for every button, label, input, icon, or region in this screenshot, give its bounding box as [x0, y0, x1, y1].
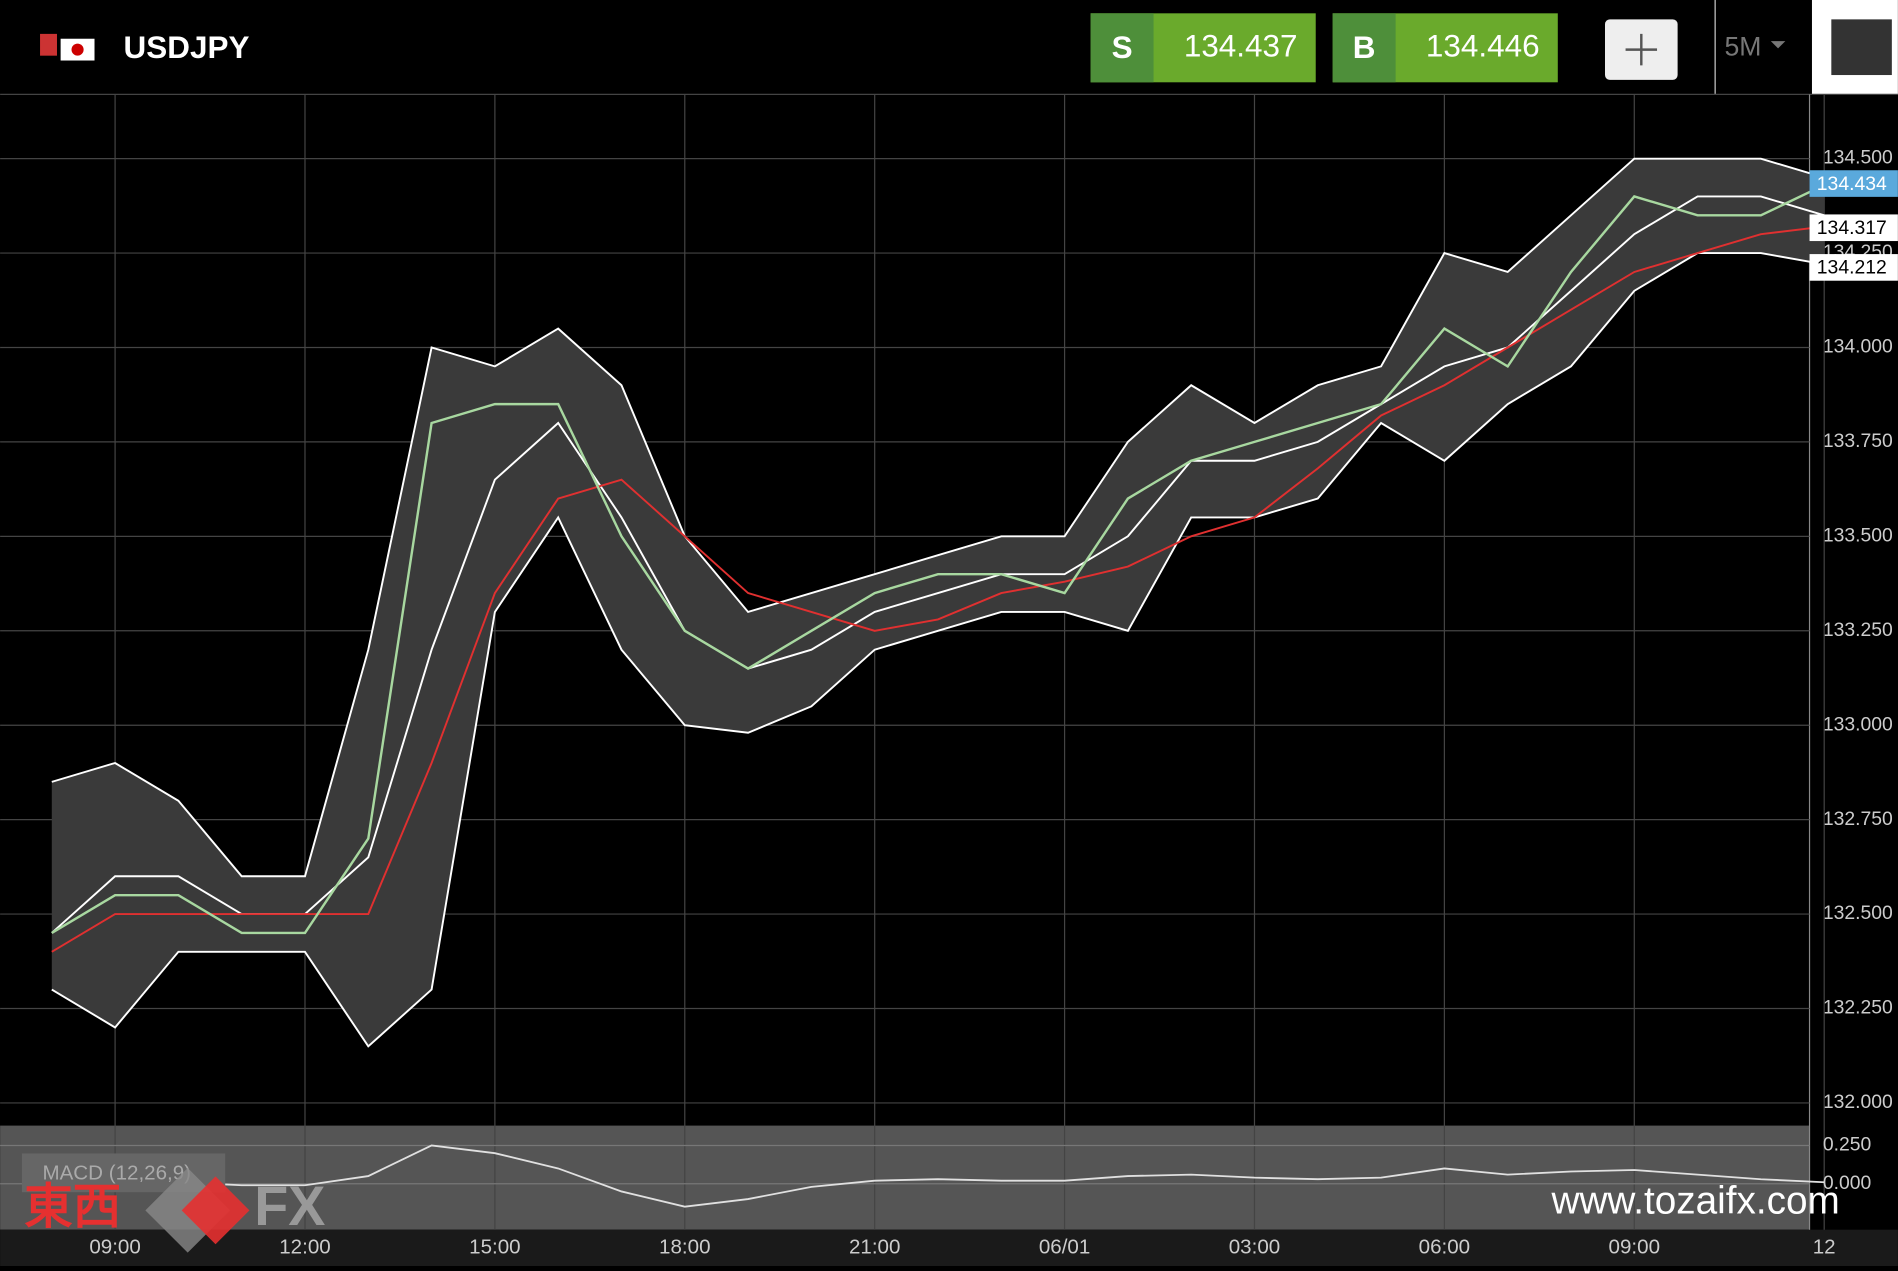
y-tick-label: 132.500: [1823, 902, 1893, 924]
price-marker-box: [1809, 170, 1898, 197]
sell-price: 134.437: [1184, 29, 1298, 64]
sell-label: S: [1112, 30, 1133, 65]
time-axis: [0, 1229, 1898, 1266]
timeframe[interactable]: 5M: [1724, 31, 1761, 61]
flag-jp-dot: [71, 43, 84, 56]
price-marker-label: 134.212: [1817, 257, 1887, 279]
indicator-line: [51, 195, 1825, 934]
x-tick-label: 03:00: [1229, 1235, 1280, 1258]
watermark-logo-left: 東西: [24, 1180, 121, 1234]
buy-tag: [1332, 13, 1396, 83]
y-tick-label: 134.500: [1823, 147, 1893, 169]
flag-us: [40, 33, 57, 56]
y-tick-label: 132.750: [1823, 808, 1893, 830]
y-tick-label: 134.000: [1823, 336, 1893, 358]
macd-tick-label: 0.250: [1823, 1134, 1872, 1156]
bollinger-band-fill: [51, 158, 1825, 1047]
y-tick-label: 132.250: [1823, 997, 1893, 1019]
x-tick-label: 09:00: [1609, 1235, 1660, 1258]
x-tick-label: 06/01: [1039, 1235, 1090, 1258]
macd-tick-label: 0.000: [1823, 1172, 1872, 1194]
price-marker-box: [1809, 214, 1898, 242]
crosshair-icon: [1625, 33, 1658, 66]
price-marker-label: 134.317: [1817, 217, 1887, 239]
header: USDJPY S 134.437 B 134.446 5M: [40, 0, 1898, 95]
x-tick-label: 18:00: [659, 1235, 710, 1258]
sell-tag: [1090, 13, 1154, 83]
plot: 134.434 134.317 134.212 MACD (12,26,9): [21, 157, 1898, 1208]
x-tick-label: 15:00: [469, 1235, 520, 1258]
price-marker-label: 134.434: [1817, 173, 1887, 195]
watermark: 東西 FX www.tozaifx.com: [24, 1167, 1840, 1253]
indicator-line: [51, 157, 1825, 878]
buy-label: B: [1353, 30, 1376, 65]
y-tick-label: 133.750: [1823, 430, 1893, 452]
x-tick-label: 12:00: [279, 1235, 330, 1258]
y-tick-label: 133.250: [1823, 619, 1893, 641]
x-tick-label: 21:00: [849, 1235, 900, 1258]
x-tick-label: 12: [1813, 1235, 1836, 1258]
y-tick-label: 133.000: [1823, 713, 1893, 735]
y-tick-label: 133.500: [1823, 524, 1893, 546]
watermark-logo-right: FX: [254, 1175, 325, 1237]
macd-pane: [0, 1125, 1810, 1230]
x-tick-label: 06:00: [1419, 1235, 1470, 1258]
macd-line: [51, 1144, 1825, 1208]
y-tick-label: 132.000: [1823, 1091, 1893, 1113]
timeframe-arrow: [1770, 41, 1786, 49]
watermark-url: www.tozaifx.com: [1550, 1179, 1839, 1222]
logo-shape: [181, 1176, 250, 1245]
macd-label: MACD (12,26,9): [42, 1161, 191, 1184]
indicator-line: [51, 252, 1825, 1048]
x-tick-label: 09:00: [89, 1235, 140, 1258]
settings-icon: [1831, 19, 1892, 76]
symbol[interactable]: USDJPY: [124, 30, 250, 65]
buy-price: 134.446: [1426, 29, 1540, 64]
price-marker-box: [1809, 254, 1898, 281]
price-line: [51, 183, 1825, 935]
